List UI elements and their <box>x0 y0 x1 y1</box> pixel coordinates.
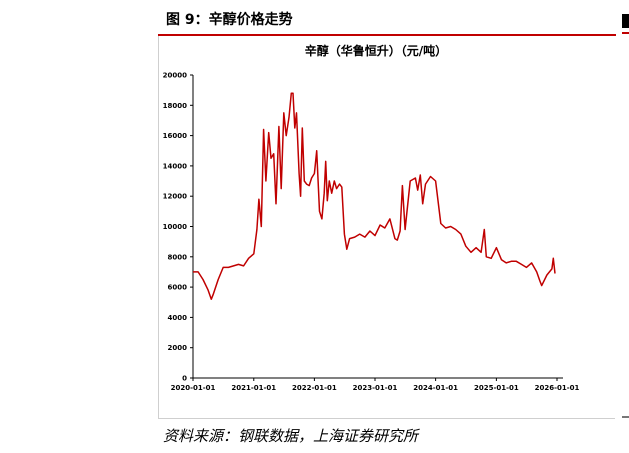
chart-title: 辛醇（华鲁恒升）（元/吨） <box>305 43 447 58</box>
y-tick-label: 0 <box>182 375 187 383</box>
x-tick-label: 2021-01-01 <box>231 384 276 392</box>
y-tick-label: 10000 <box>163 223 187 231</box>
y-tick-label: 18000 <box>163 102 187 110</box>
figure-header: 图 9：辛醇价格走势 <box>158 0 616 36</box>
x-tick-label: 2024-01-01 <box>413 384 458 392</box>
adjacent-panel-rule <box>622 32 629 34</box>
y-tick-label: 16000 <box>163 132 187 140</box>
chart-frame-left <box>158 36 159 418</box>
chart-axes: 0 2000 4000 6000 8000 10000 12000 14000 16000 180… <box>163 72 580 393</box>
x-tick-label: 2023-01-01 <box>353 384 398 392</box>
y-tick-label: 8000 <box>168 253 188 261</box>
figure-title: 图 9：辛醇价格走势 <box>166 12 293 28</box>
source-note: 资料来源：钢联数据，上海证券研究所 <box>163 427 419 445</box>
adjacent-panel-edge <box>622 14 629 28</box>
y-tick-label: 6000 <box>168 284 188 292</box>
adjacent-panel-rule-bottom <box>622 416 629 418</box>
y-tick-label: 2000 <box>168 344 188 352</box>
x-tick-label: 2022-01-01 <box>292 384 337 392</box>
y-tick-label: 20000 <box>163 72 187 80</box>
y-tick-label: 12000 <box>163 193 187 201</box>
y-tick-label: 14000 <box>163 162 187 170</box>
y-tick-label: 4000 <box>168 314 188 322</box>
x-tick-label: 2025-01-01 <box>474 384 519 392</box>
x-tick-label: 2020-01-01 <box>171 384 216 392</box>
x-tick-label: 2026-01-01 <box>535 384 580 392</box>
chart-frame-bottom <box>158 418 615 419</box>
series-line-octanol-price <box>193 92 556 300</box>
series-layer <box>193 92 556 300</box>
